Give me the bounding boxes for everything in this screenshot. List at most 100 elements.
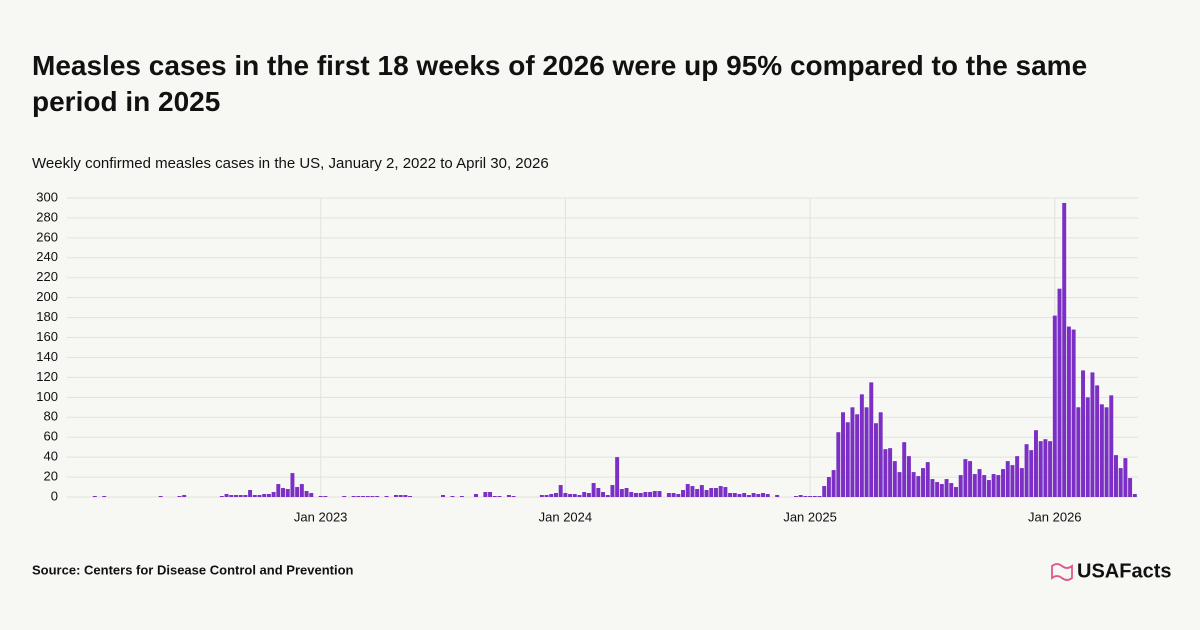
bar — [704, 490, 709, 497]
bar — [252, 495, 257, 497]
bar — [746, 495, 751, 497]
bar — [657, 491, 662, 497]
bar — [393, 495, 398, 497]
bar — [271, 492, 276, 497]
bar — [709, 488, 714, 497]
bar — [506, 495, 511, 497]
bar — [1081, 370, 1086, 497]
bar — [577, 495, 582, 497]
bar — [1001, 469, 1006, 497]
bar — [290, 473, 295, 497]
bar — [624, 488, 629, 497]
bar — [897, 472, 902, 497]
bar — [351, 496, 356, 497]
bar — [1095, 385, 1100, 497]
bar — [652, 491, 657, 497]
brand: USAFacts — [1077, 560, 1171, 582]
bar — [586, 493, 591, 497]
bar — [633, 493, 638, 497]
bar — [1019, 468, 1024, 497]
bar — [1015, 456, 1020, 497]
bar — [902, 442, 907, 497]
bar — [1132, 494, 1137, 497]
bar — [549, 494, 554, 497]
bar — [765, 494, 770, 497]
bar — [596, 488, 601, 497]
bar — [1099, 404, 1104, 497]
y-tick-label: 160 — [36, 329, 58, 344]
bar — [892, 461, 897, 497]
bar — [563, 493, 568, 497]
bar — [958, 475, 963, 497]
bar — [718, 486, 723, 497]
bar — [483, 492, 488, 497]
bar — [831, 470, 836, 497]
y-tick-label: 280 — [36, 209, 58, 224]
bar — [539, 495, 544, 497]
bar — [601, 492, 606, 497]
bar — [257, 495, 262, 497]
bar — [812, 496, 817, 497]
y-tick-label: 200 — [36, 289, 58, 304]
y-tick-label: 140 — [36, 349, 58, 364]
bar — [732, 493, 737, 497]
bar — [1109, 395, 1114, 497]
bar — [793, 496, 798, 497]
bar — [1029, 450, 1034, 497]
bar — [102, 496, 107, 497]
bar — [177, 496, 182, 497]
bar — [243, 495, 248, 497]
bar — [878, 412, 883, 497]
bar — [925, 462, 930, 497]
bar — [1048, 441, 1053, 497]
x-tick-label: Jan 2023 — [294, 509, 348, 524]
bar — [629, 492, 634, 497]
bar — [408, 496, 413, 497]
bar — [262, 494, 267, 497]
bar — [869, 382, 874, 497]
bar — [295, 487, 300, 497]
y-tick-label: 220 — [36, 269, 58, 284]
y-tick-label: 100 — [36, 389, 58, 404]
bar — [459, 496, 464, 497]
bar — [441, 495, 445, 497]
y-tick-label: 260 — [36, 229, 58, 244]
bar — [238, 495, 243, 497]
bar — [1038, 441, 1043, 497]
bar — [619, 489, 624, 497]
bar — [666, 493, 671, 497]
bar — [775, 495, 780, 497]
bar — [972, 474, 977, 497]
bar — [1076, 407, 1081, 497]
bar — [1066, 326, 1071, 497]
bar — [939, 484, 944, 497]
bar — [285, 489, 290, 497]
bar — [356, 496, 361, 497]
logo-flag — [1051, 563, 1073, 581]
bar — [963, 459, 968, 497]
bar — [544, 495, 549, 497]
y-tick-label: 20 — [44, 469, 58, 484]
x-tick-label: Jan 2026 — [1028, 509, 1082, 524]
bar — [916, 476, 921, 497]
chart-title: Measles cases in the first 18 weeks of 2… — [32, 50, 1087, 117]
bar — [864, 407, 869, 497]
bar — [233, 495, 238, 497]
bar — [949, 483, 954, 497]
x-tick-label: Jan 2025 — [783, 509, 837, 524]
bar — [930, 479, 935, 497]
bar — [991, 474, 996, 497]
bar — [1052, 315, 1057, 497]
bar — [299, 484, 304, 497]
bar — [713, 488, 718, 497]
bar — [281, 488, 285, 497]
bar — [1128, 478, 1133, 497]
bar — [610, 485, 615, 497]
bar — [591, 483, 596, 497]
y-tick-label: 40 — [44, 449, 58, 464]
bar — [817, 496, 822, 497]
bar — [276, 484, 281, 497]
bar — [742, 493, 747, 497]
bar — [1104, 407, 1109, 497]
bar — [572, 494, 577, 497]
